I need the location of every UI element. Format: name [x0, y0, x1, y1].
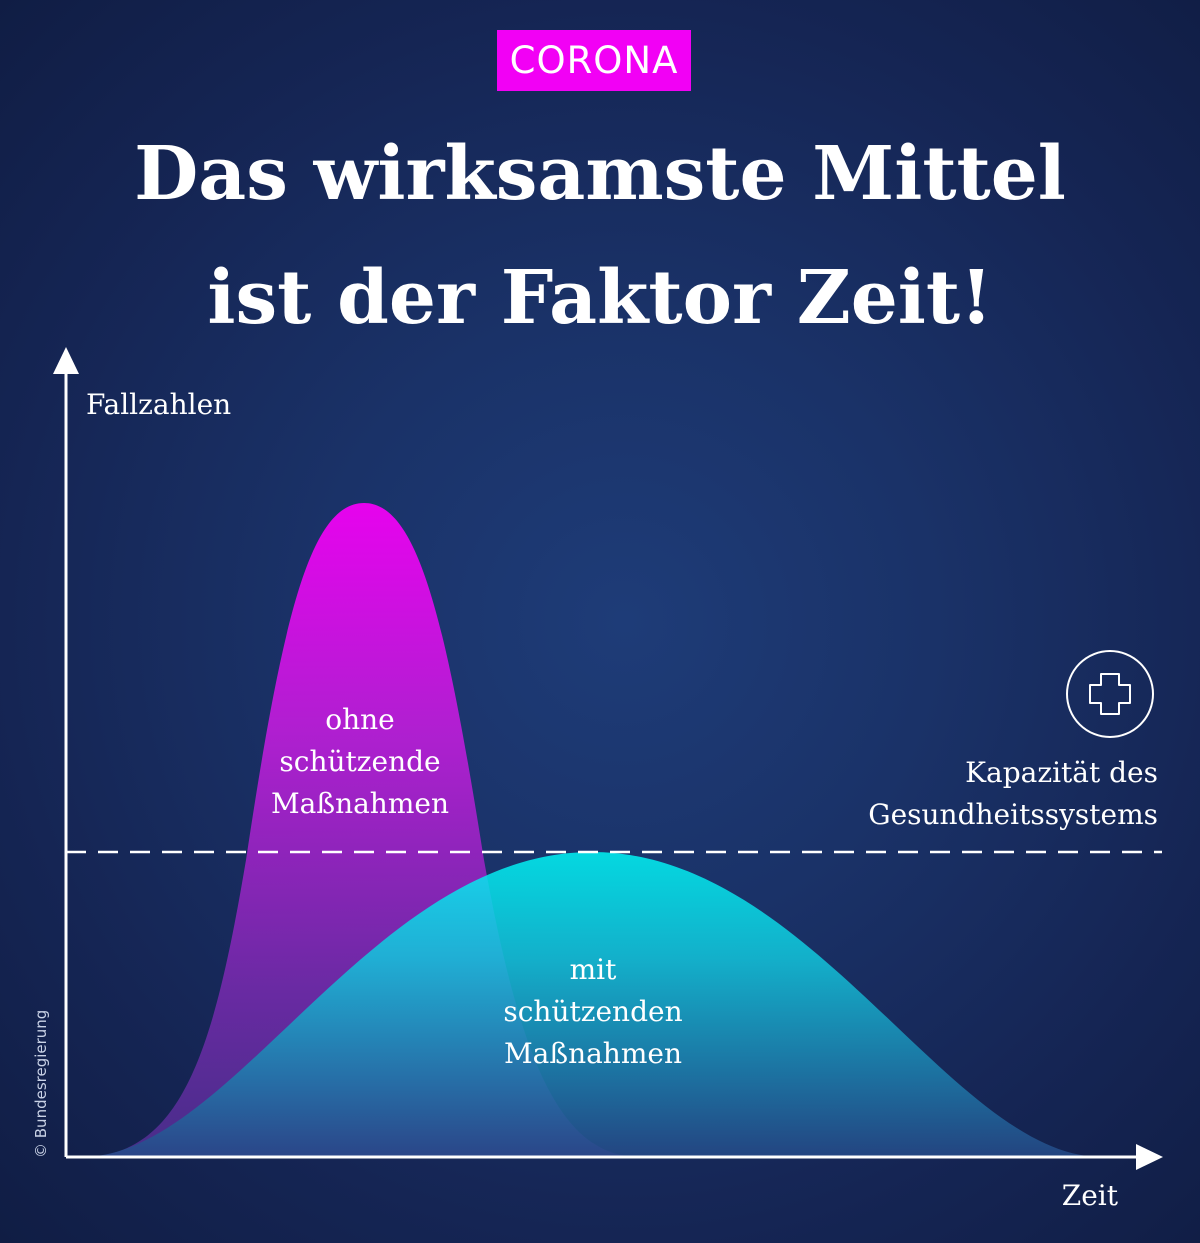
label-without-measures: ohne schützende Maßnahmen [271, 703, 449, 820]
capacity-label-line-1: Kapazität des [965, 756, 1158, 789]
y-axis-label: Fallzahlen [86, 388, 231, 421]
category-tag: CORONA [497, 30, 691, 91]
label-with-measures-line-2: schützenden [503, 995, 682, 1028]
page-title-line-1: Das wirksamste Mittel [134, 131, 1066, 217]
x-axis-arrow [1136, 1144, 1163, 1170]
y-axis-arrow [53, 347, 79, 374]
page-title: Das wirksamste Mittel ist der Faktor Zei… [0, 112, 1200, 360]
curve-with-measures [82, 852, 1102, 1157]
medical-cross-icon [1066, 650, 1154, 738]
label-with-measures-line-3: Maßnahmen [504, 1037, 682, 1070]
page-title-line-2: ist der Faktor Zeit! [207, 255, 993, 341]
copyright-notice: © Bundesregierung [32, 1009, 50, 1158]
label-without-measures-line-1: ohne [325, 703, 395, 736]
label-with-measures-line-1: mit [570, 953, 618, 986]
label-without-measures-line-2: schützende [279, 745, 440, 778]
capacity-label: Kapazität des Gesundheitssystems [868, 756, 1158, 831]
capacity-label-line-2: Gesundheitssystems [868, 798, 1158, 831]
x-axis-label: Zeit [1062, 1179, 1119, 1212]
label-with-measures: mit schützenden Maßnahmen [503, 953, 682, 1070]
label-without-measures-line-3: Maßnahmen [271, 787, 449, 820]
